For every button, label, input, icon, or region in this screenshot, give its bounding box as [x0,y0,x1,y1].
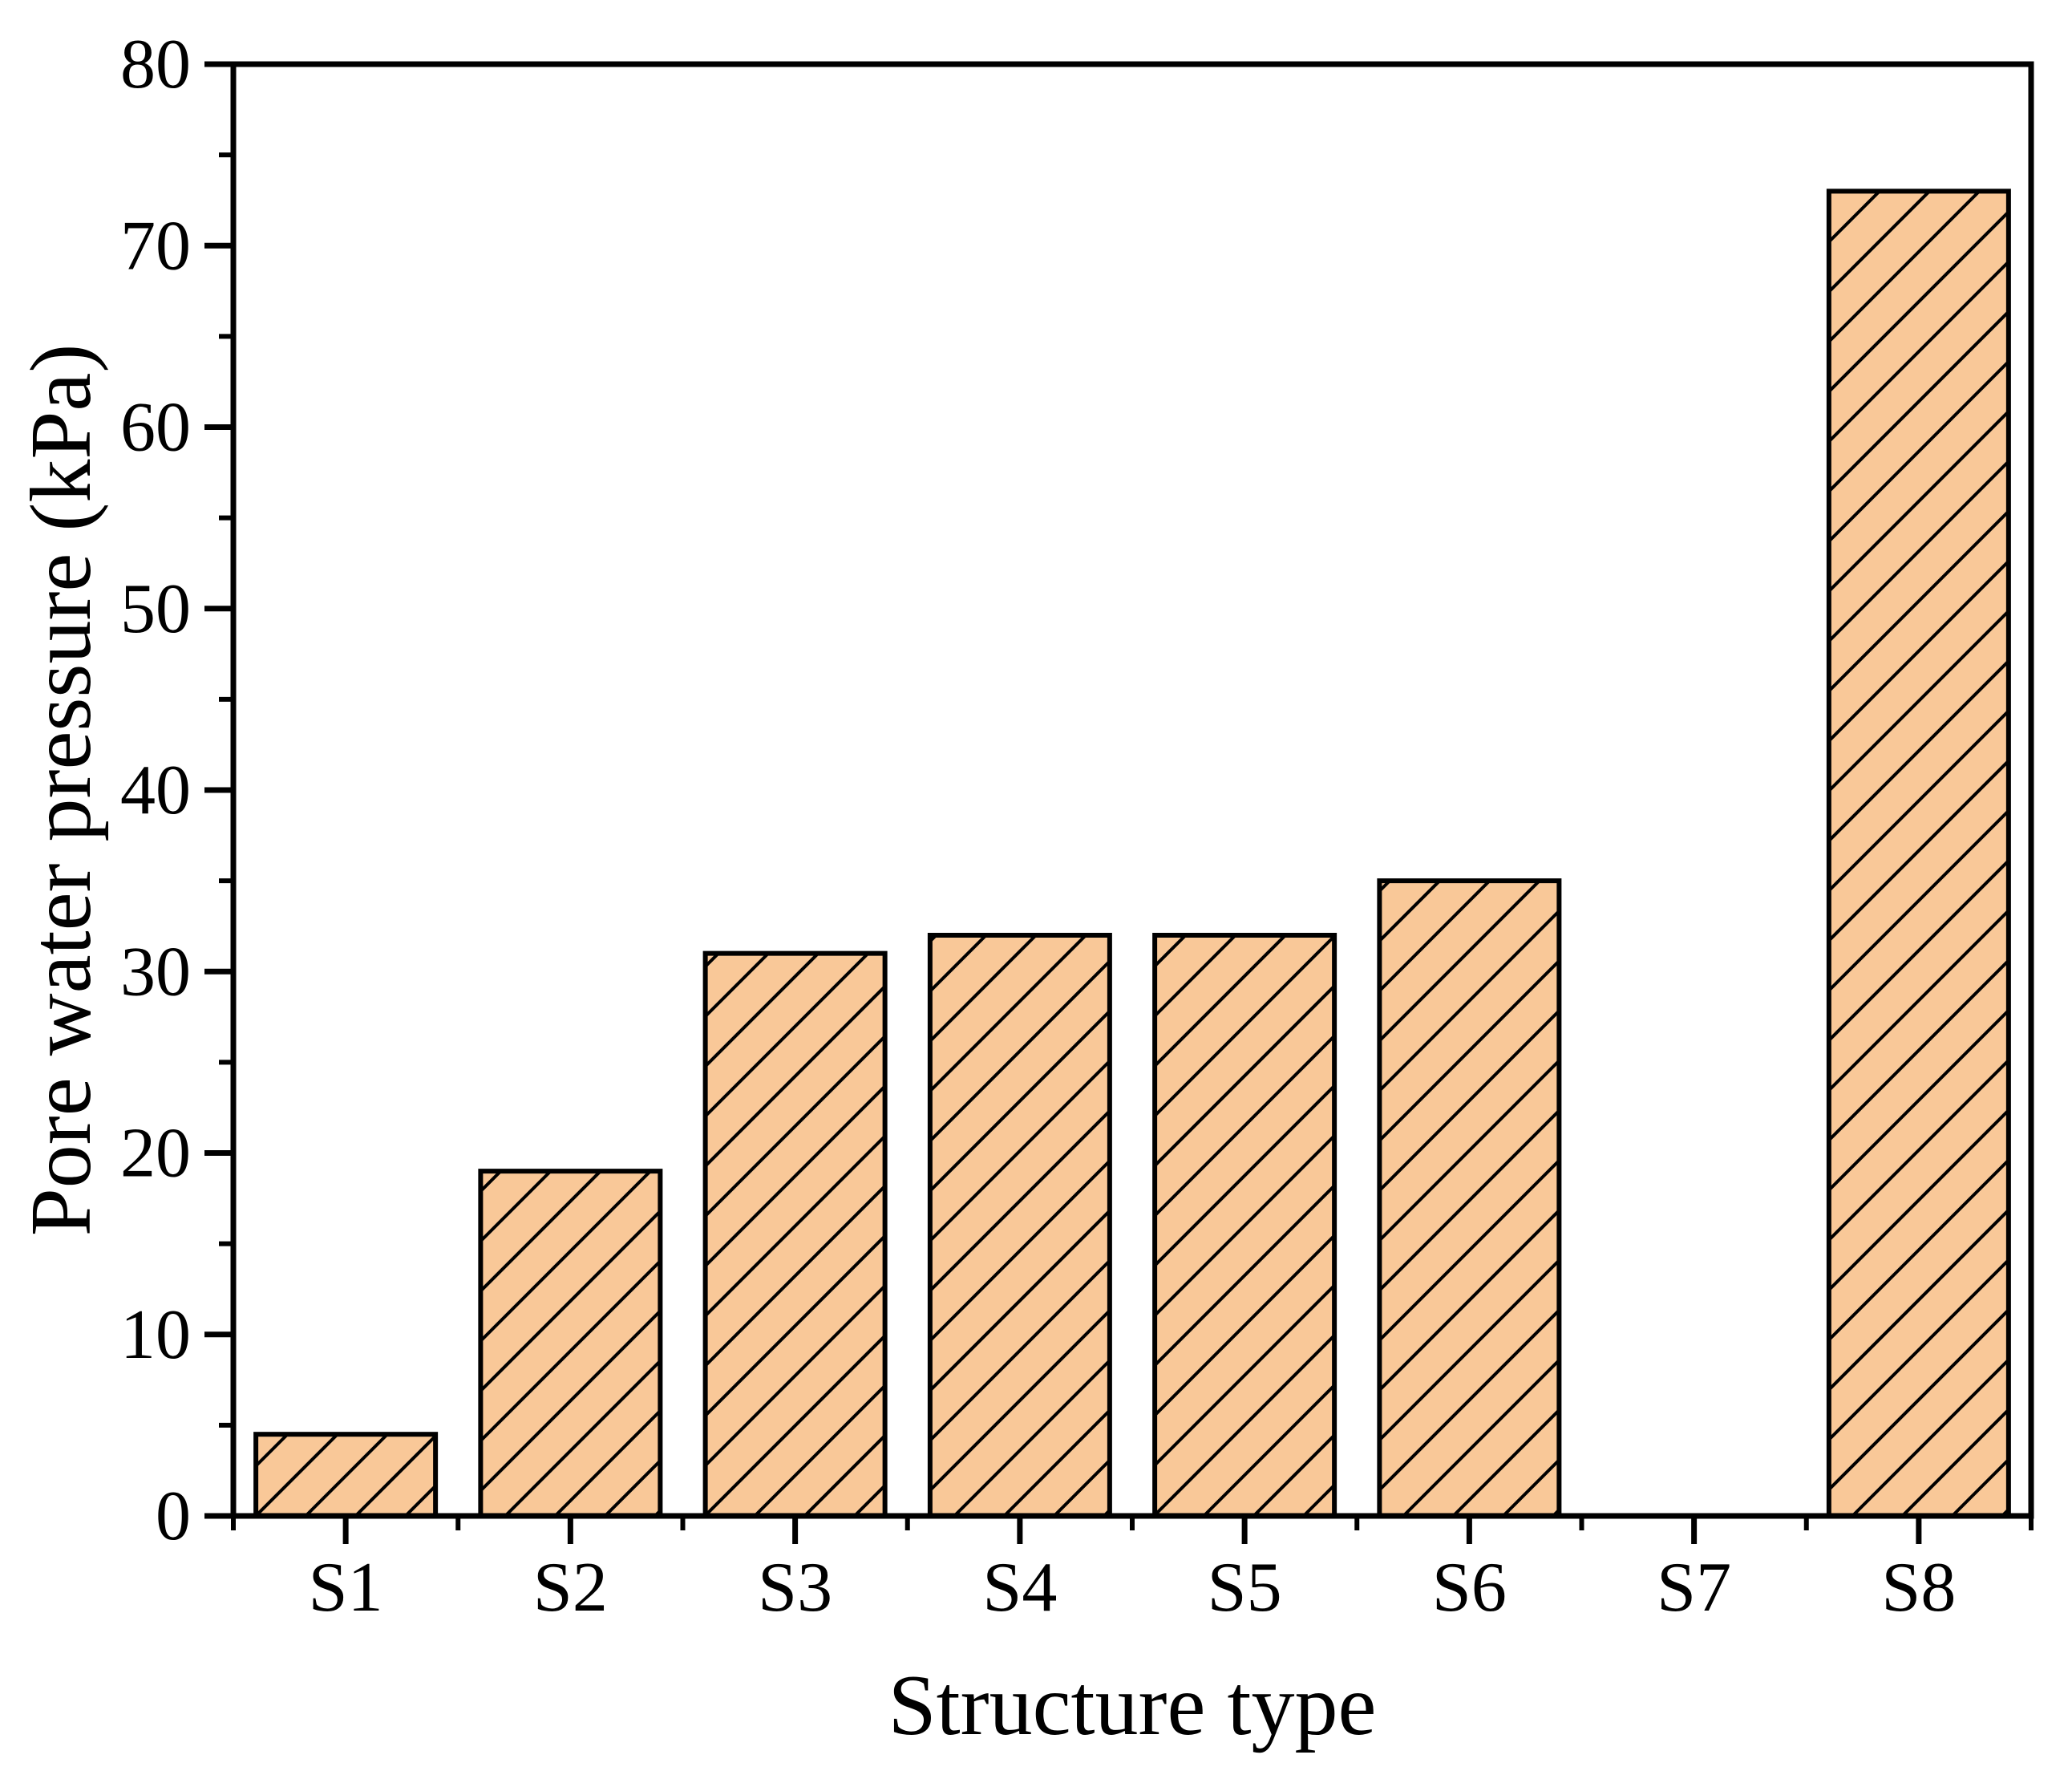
x-tick-label-s2: S2 [533,1549,608,1627]
plot-frame [230,61,2034,1519]
bar-s5 [1152,933,1337,1518]
x-tick-label-s4: S4 [982,1549,1057,1627]
x-tick-label-s6: S6 [1432,1549,1507,1627]
bar-s3 [702,950,888,1518]
bars-group [253,188,2011,1518]
x-tick-label-s8: S8 [1881,1549,1956,1627]
bar-s8 [1826,188,2011,1518]
bar-s2 [478,1169,663,1518]
x-tick-label-s5: S5 [1208,1549,1282,1627]
y-axis-title: Pore water pressure (kPa) [14,344,109,1237]
x-tick-label-s1: S1 [309,1549,383,1627]
bar-s1 [253,1432,439,1518]
y-tick-label-50: 50 [120,570,191,648]
bar-s6 [1377,878,1562,1518]
y-tick-label-60: 60 [120,389,191,467]
y-tick-label-20: 20 [120,1115,191,1193]
ticks-group [204,61,2034,1544]
y-tick-label-40: 40 [120,752,191,829]
y-tick-label-30: 30 [120,933,191,1011]
x-tick-label-s7: S7 [1657,1549,1731,1627]
bar-s4 [927,933,1112,1518]
x-tick-label-s3: S3 [758,1549,832,1627]
y-tick-label-70: 70 [120,207,191,285]
y-tick-label-0: 0 [156,1477,191,1555]
x-axis-title: Structure type [888,1658,1377,1753]
tick-labels-group: S1 S2 S3 S4 S5 S6 S7 S8 0 10 20 30 40 50 60 70 80 [120,26,1956,1627]
y-tick-label-80: 80 [120,26,191,103]
y-tick-label-10: 10 [120,1296,191,1374]
